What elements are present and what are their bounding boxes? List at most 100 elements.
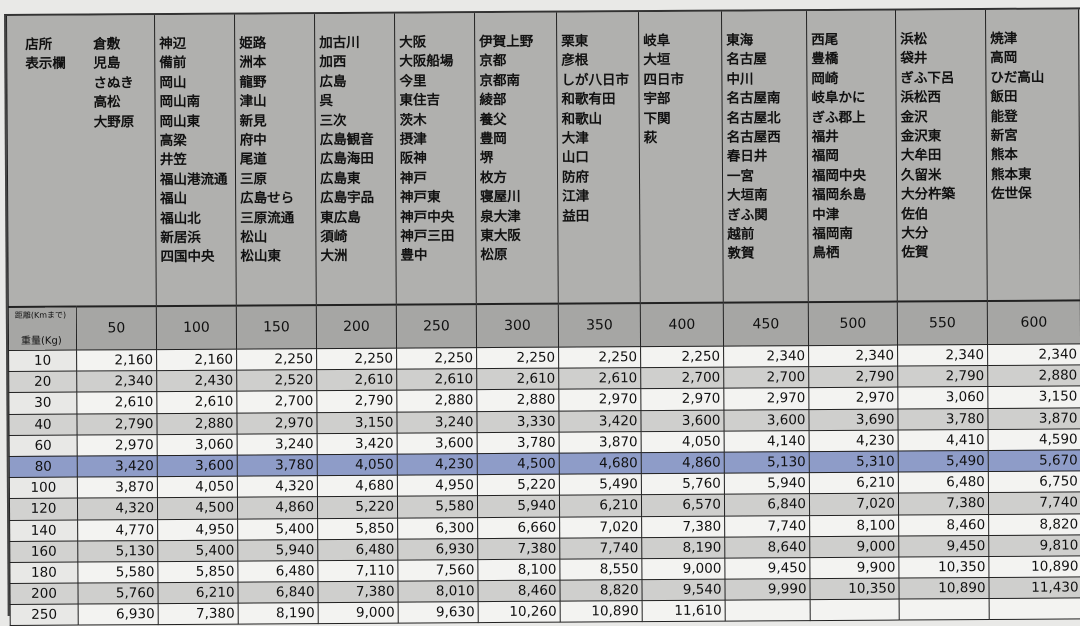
price-cell: 6,750 [988, 471, 1080, 493]
store-name: 東広島 [320, 209, 361, 226]
price-cell: 4,140 [724, 430, 810, 453]
price-cell: 4,680 [559, 452, 642, 475]
store-name: 東大阪 [480, 227, 521, 245]
store-group-cell: 店所 表示欄 倉敷 児島 さぬき 高松 大野原 [6, 15, 157, 307]
price-cell: 2,610 [156, 391, 237, 414]
price-cell: 3,420 [317, 432, 398, 455]
store-group-cell: 栗東 彦根 しが八日市 和歌有田 和歌山 大津 山口 防府 江津 益田 [556, 12, 641, 304]
store-header-row: 店所 表示欄 倉敷 児島 さぬき 高松 大野原 神辺 備前 岡山 岡山南 岡山東 高梁 井笠 福山港流通 福山… [6, 9, 1080, 307]
price-cell: 2,880 [396, 389, 477, 412]
price-cell: 4,860 [237, 496, 318, 519]
weight-cell: 160 [9, 540, 78, 563]
price-cell: 9,990 [724, 578, 811, 601]
store-name: 一宮 [726, 168, 755, 185]
price-cell: 5,400 [237, 518, 318, 540]
store-name: 豊岡 [479, 130, 507, 148]
store-name: 大分 [901, 225, 929, 242]
store-name: 三次 [319, 112, 347, 129]
price-cell: 8,010 [397, 580, 479, 603]
store-name: 西尾 [811, 31, 839, 49]
price-cell: 3,150 [987, 386, 1080, 409]
price-cell: 8,550 [559, 558, 642, 581]
price-cell: 4,860 [641, 452, 725, 474]
price-cell: 6,480 [237, 560, 318, 583]
price-cell: 4,050 [641, 430, 725, 453]
weight-cell: 10 [8, 350, 77, 372]
store-name: 新宮 [990, 127, 1018, 145]
store-name: 広島宇品 [320, 189, 375, 207]
store-name: 熊本東 [990, 166, 1032, 183]
price-cell: 6,210 [809, 472, 899, 494]
store-name: 泉大津 [480, 208, 521, 225]
price-cell: 8,460 [477, 580, 561, 602]
price-cell: 7,020 [809, 493, 899, 516]
store-name: 大野原 [93, 113, 135, 131]
price-cell: 5,760 [77, 582, 159, 605]
price-cell: 4,950 [397, 474, 478, 497]
price-cell: 2,970 [236, 412, 318, 434]
price-cell: 5,490 [898, 450, 989, 473]
weight-cell: 80 [9, 455, 78, 478]
price-cell: 5,940 [477, 495, 560, 518]
price-cell: 2,700 [236, 390, 317, 413]
price-cell: 2,790 [76, 413, 158, 435]
price-cell: 7,380 [898, 492, 989, 515]
store-name: 広島海田 [319, 151, 374, 168]
store-name: 京都 [479, 53, 507, 70]
store-group-cell: 大阪 大阪船場 今里 東住吉 茨木 摂津 阪神 神戸 神戸東 神戸中央 神戸三田 豊中 [394, 13, 477, 305]
price-cell: 3,600 [157, 455, 238, 477]
store-group-cell: 伊賀上野 京都 京都南 綾部 養父 豊岡堺枚方 寝屋川 泉大津 東大阪 松原 [474, 12, 559, 305]
store-display-label: 店所 表示欄 [25, 35, 93, 74]
price-cell: 3,780 [477, 431, 560, 454]
shipping-rate-table-sheet: 店所 表示欄 倉敷 児島 さぬき 高松 大野原 神辺 備前 岡山 岡山南 岡山東 高梁 井笠 福山港流通 福山… [4, 7, 1080, 626]
store-name: 熊本 [990, 147, 1018, 164]
store-list: 焼津 高岡 ひだ高山 飯田 能登 新宮 熊本 熊本東 佐世保 [990, 30, 1045, 205]
store-name: 敦賀 [727, 245, 755, 263]
store-name: 神戸東 [400, 189, 441, 206]
price-cell: 2,250 [558, 346, 641, 369]
price-cell: 5,580 [77, 561, 158, 584]
store-name: 四国中央 [160, 249, 215, 266]
price-cell: 3,870 [987, 407, 1080, 430]
price-cell: 2,610 [476, 368, 559, 390]
store-list: 西尾 豊橋 岡崎 岐阜かに ぎふ郡上 福井 福岡 福岡中央 福岡糸島 中津 福岡南 鳥栖 [811, 31, 866, 264]
price-cell: 5,220 [317, 496, 398, 519]
header-label-line: 表示欄 [25, 56, 66, 73]
store-name: 倉敷 [93, 36, 121, 53]
store-name: 和歌山 [561, 110, 603, 128]
store-group-cell: 浜松 袋井 ぎふ下呂 浜松西 金沢 金沢東 大牟田 久留米 大分杵築 佐伯 大分 佐賀 [895, 10, 988, 302]
price-cell: 4,050 [317, 454, 398, 476]
distance-weight-corner: 距離(Kmまで) 重量(Kg) [8, 306, 77, 351]
store-name: 金沢東 [900, 128, 942, 145]
store-name: 井笠 [159, 152, 187, 169]
price-cell: 4,770 [77, 519, 158, 541]
distance-header-cell: 300 [476, 303, 559, 348]
price-cell: 2,970 [558, 388, 641, 411]
store-name: 岐阜 [643, 32, 671, 50]
price-cell: 10,890 [560, 600, 643, 623]
price-cell [989, 598, 1080, 620]
store-name: 浜松西 [900, 89, 942, 106]
price-cell: 8,820 [988, 513, 1080, 536]
store-list: 岐阜 大垣 四日市 宇部 下関萩 [643, 32, 684, 149]
store-name: 能登 [990, 108, 1018, 125]
store-name: 浜松 [900, 31, 928, 48]
store-name: 松山 [240, 229, 268, 246]
store-name: 佐伯 [901, 206, 929, 223]
price-cell: 6,930 [78, 603, 159, 626]
store-name: 神戸 [399, 170, 428, 187]
store-list: 加古川 加西 広島呉三次 広島観音 広島海田 広島東 広島宇品 東広島 須崎 大洲 [319, 34, 374, 267]
price-cell: 5,220 [477, 474, 560, 496]
price-cell: 2,250 [640, 346, 724, 368]
store-name: 佐世保 [991, 185, 1032, 203]
store-name: 越前 [727, 226, 755, 243]
store-name: 栗東 [561, 33, 589, 50]
price-cell: 4,050 [157, 476, 238, 498]
shipping-rate-table: 店所 表示欄 倉敷 児島 さぬき 高松 大野原 神辺 備前 岡山 岡山南 岡山東 高梁 井笠 福山港流通 福山… [6, 9, 1080, 626]
price-cell: 5,130 [77, 540, 158, 562]
store-list: 神辺 備前 岡山 岡山南 岡山東 高梁 井笠 福山港流通 福山 福山北 新居浜 四国中央 [159, 35, 228, 268]
price-cell: 6,930 [397, 538, 478, 560]
price-cell: 7,380 [158, 603, 239, 626]
price-cell: 2,250 [316, 348, 397, 370]
price-cell: 2,970 [77, 434, 158, 456]
